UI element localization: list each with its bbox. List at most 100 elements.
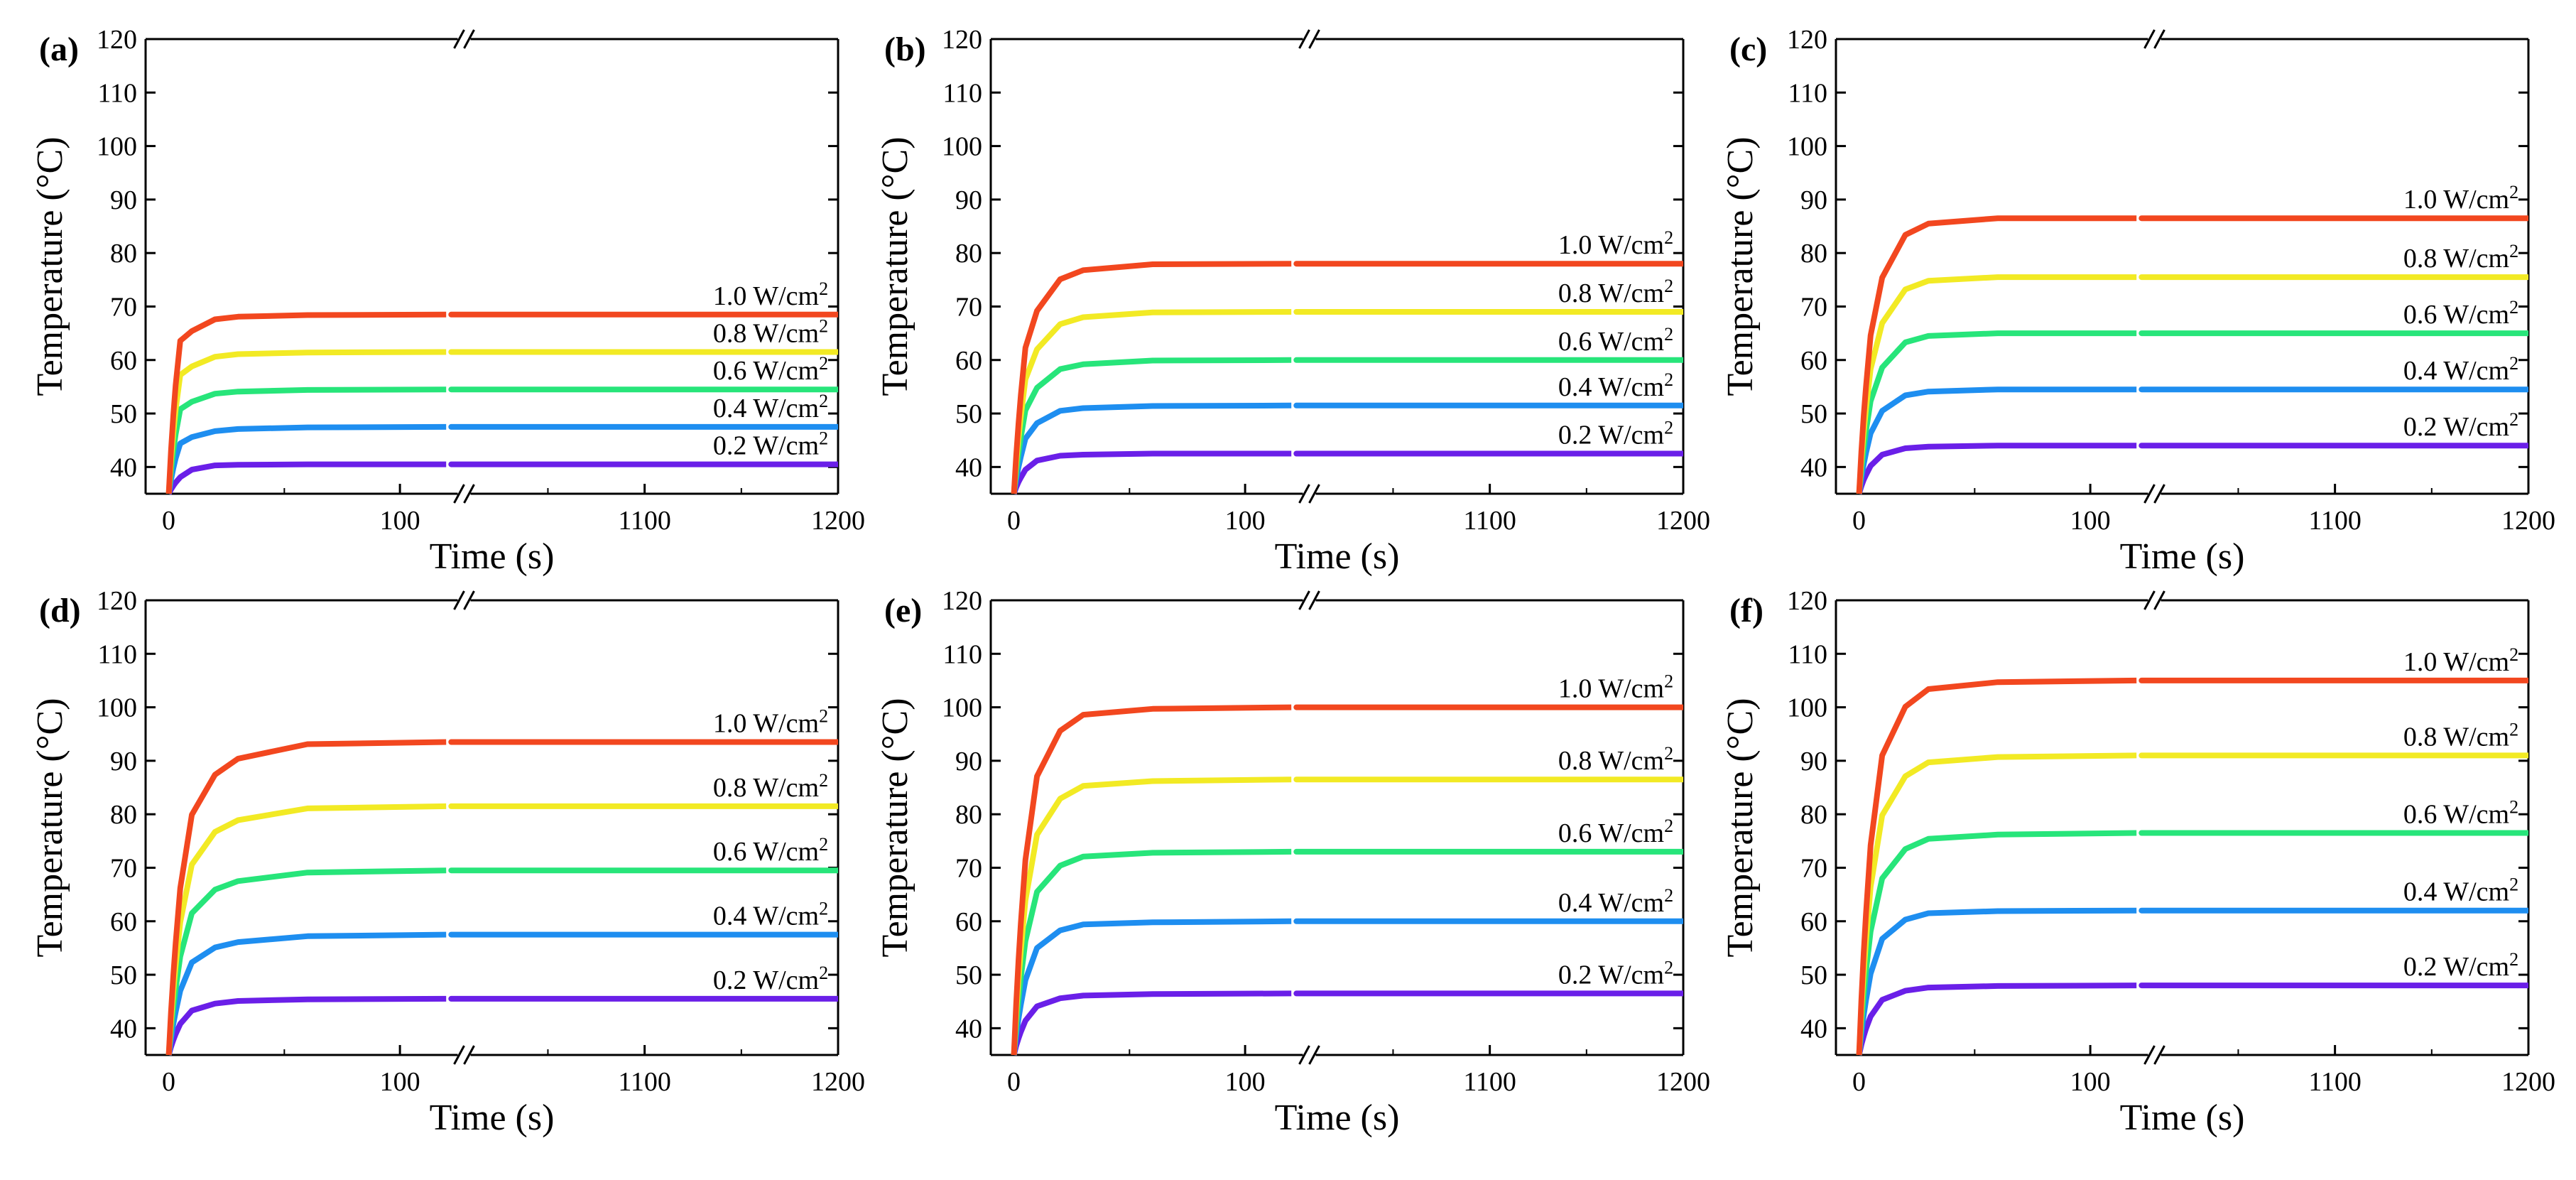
series-label-text: 1.0 W/cm bbox=[1558, 230, 1664, 260]
y-tick-label: 90 bbox=[955, 185, 982, 215]
break-slash bbox=[463, 1045, 475, 1065]
series-1.02-wcm2: 1.0 W/cm 2 bbox=[1011, 227, 1683, 494]
x-tick-label: 1100 bbox=[618, 1067, 671, 1097]
series-label: 0.6 W/cm2 bbox=[2403, 797, 2518, 830]
series-0.82-wcm2: 0.8 W/cm2 bbox=[1856, 241, 2528, 494]
series-label: 0.2 W/cm2 bbox=[713, 428, 828, 461]
y-tick-label: 100 bbox=[97, 693, 137, 723]
x-tick-label: 1200 bbox=[811, 1067, 865, 1097]
series-1.02-wcm2: 1.0 W/cm2 bbox=[1856, 644, 2528, 1056]
x-axis-title: Time (s) bbox=[430, 1098, 555, 1138]
series-label-superscript: 2 bbox=[819, 706, 828, 727]
y-tick-label: 40 bbox=[1800, 1014, 1827, 1044]
break-slash bbox=[2153, 590, 2165, 610]
x-tick-label: 100 bbox=[380, 506, 420, 536]
series-line-left bbox=[1856, 752, 2137, 1056]
series-line-left bbox=[1011, 848, 1292, 1056]
y-tick-label: 120 bbox=[97, 25, 137, 55]
series-label: 1.0 W/cm2 bbox=[2403, 182, 2518, 215]
series-label-text: 0.6 W/cm bbox=[1558, 818, 1664, 848]
series-label-superscript: 2 bbox=[819, 834, 828, 855]
series-label-text: 0.6 W/cm bbox=[2403, 300, 2509, 330]
y-tick-label: 40 bbox=[955, 1014, 982, 1044]
series-label-superscript: 2 bbox=[1664, 957, 1673, 978]
series-label: 0.8 W/cm2 bbox=[1558, 743, 1673, 776]
series-label-text: 0.2 W/cm bbox=[2403, 952, 2509, 982]
y-tick-label: 120 bbox=[1787, 25, 1827, 55]
y-tick-label: 50 bbox=[1800, 399, 1827, 429]
x-tick-label: 1100 bbox=[1463, 506, 1516, 536]
series-label: 0.4 W/cm2 bbox=[1558, 369, 1673, 402]
y-tick-label: 120 bbox=[1787, 586, 1827, 616]
break-slash bbox=[463, 590, 475, 610]
series-label-text: 0.6 W/cm bbox=[713, 837, 819, 867]
break-slash bbox=[1298, 590, 1310, 610]
y-tick-label: 100 bbox=[942, 132, 982, 162]
y-axis-title: Temperature (°C) bbox=[1720, 698, 1761, 957]
series-label-superscript: 2 bbox=[1664, 671, 1673, 692]
series-0.82-wcm2: 0.8 W/cm2 bbox=[1011, 276, 1683, 494]
y-tick-label: 120 bbox=[942, 25, 982, 55]
series-label: 1.0 W/cm2 bbox=[713, 278, 828, 311]
x-tick-label: 0 bbox=[1007, 506, 1021, 536]
series-label-superscript: 2 bbox=[1664, 369, 1673, 390]
x-tick-label: 1200 bbox=[2501, 506, 2555, 536]
y-tick-label: 70 bbox=[1800, 853, 1827, 883]
y-tick-label: 50 bbox=[110, 399, 137, 429]
break-slash bbox=[453, 590, 465, 610]
series-label: 0.4 W/cm2 bbox=[1558, 885, 1673, 918]
break-slash bbox=[1308, 484, 1320, 504]
y-tick-label: 120 bbox=[97, 586, 137, 616]
y-tick-label: 100 bbox=[942, 693, 982, 723]
series-label-superscript: 2 bbox=[2509, 644, 2518, 665]
series-label-superscript: 2 bbox=[819, 353, 828, 374]
x-tick-label: 0 bbox=[1852, 1067, 1866, 1097]
series-label-text: 1.0 W/cm bbox=[713, 709, 819, 739]
x-tick-label: 0 bbox=[162, 506, 175, 536]
series-line-left bbox=[165, 311, 447, 494]
series-label: 0.2 W/cm2 bbox=[713, 963, 828, 995]
series-label-text: 1.0 W/cm bbox=[2403, 647, 2509, 677]
series-label: 0.4 W/cm2 bbox=[713, 391, 828, 423]
series-label: 0.8 W/cm2 bbox=[2403, 241, 2518, 274]
x-tick-label: 100 bbox=[2070, 506, 2111, 536]
series-label: 0.4 W/cm2 bbox=[2403, 353, 2518, 386]
series-0.62-wcm2: 0.6 W/cm 2 bbox=[1011, 816, 1683, 1056]
series-label-text: 0.4 W/cm bbox=[713, 394, 819, 423]
y-tick-label: 70 bbox=[110, 292, 137, 322]
series-0.42-wcm2: 0.4 W/cm2 bbox=[165, 391, 838, 494]
series-line-left bbox=[165, 423, 447, 494]
y-tick-label: 110 bbox=[1788, 78, 1827, 108]
break-slash bbox=[453, 484, 465, 504]
series-line-left bbox=[1011, 357, 1292, 494]
series-label-text: 0.2 W/cm bbox=[2403, 412, 2509, 442]
series-label-text: 0.2 W/cm bbox=[1558, 960, 1664, 990]
series-label-text: 0.2 W/cm bbox=[713, 965, 819, 995]
series-1.02-wcm2: 1.0 W/cm 2 bbox=[165, 278, 838, 494]
axis-break-top bbox=[453, 590, 475, 610]
series-line-left bbox=[1011, 450, 1292, 495]
break-slash bbox=[463, 484, 475, 504]
panel-label: (a) bbox=[39, 31, 79, 68]
series-line-left bbox=[1856, 274, 2137, 494]
series-label-text: 0.2 W/cm bbox=[1558, 421, 1664, 450]
axis-break-bottom bbox=[1298, 1045, 1320, 1065]
series-0.22-wcm2: 0.2 W/cm2 bbox=[1011, 418, 1683, 495]
series-label-text: 1.0 W/cm bbox=[713, 281, 819, 311]
series-line-left bbox=[1856, 215, 2137, 494]
series-0.42-wcm2: 0.4 W/cm2 bbox=[1011, 885, 1683, 1056]
series-label: 0.4 W/cm2 bbox=[713, 899, 828, 931]
break-slash bbox=[1298, 29, 1310, 49]
y-tick-label: 40 bbox=[955, 453, 982, 482]
series-line-left bbox=[1856, 330, 2137, 494]
y-tick-label: 100 bbox=[97, 132, 137, 162]
series-label-text: 0.4 W/cm bbox=[2403, 356, 2509, 386]
series-1.02-wcm2: 1.0 W/cm2 bbox=[165, 706, 838, 1056]
series-label-superscript: 2 bbox=[2509, 297, 2518, 318]
series-label: 0.2 W/cm2 bbox=[1558, 418, 1673, 450]
series-label: 0.6 W/cm2 bbox=[1558, 324, 1673, 357]
x-tick-label: 1200 bbox=[1656, 506, 1710, 536]
series-0.22-wcm2: 0.2 W/cm2 bbox=[1856, 949, 2528, 1056]
y-tick-label: 80 bbox=[955, 800, 982, 830]
